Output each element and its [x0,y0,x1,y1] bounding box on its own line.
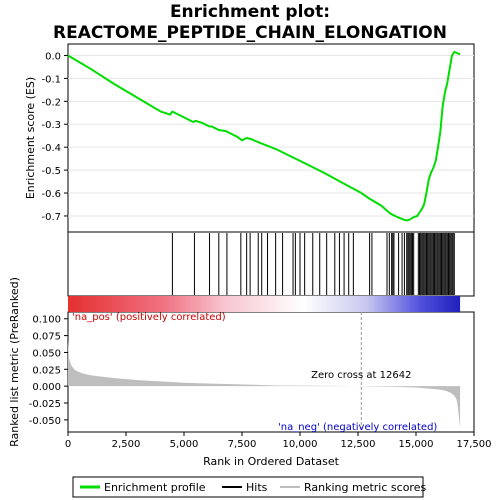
legend-hits-label: Hits [246,481,268,494]
ranking-metric-area [68,340,461,429]
metric-ytick-label: -0.025 [29,399,61,410]
metric-ytick-label: 0.100 [32,315,61,326]
es-panel-frame [67,43,475,233]
xtick-label: 7,500 [228,439,257,450]
metric-ytick-label: 0.075 [32,332,61,343]
hits-panel-frame [67,231,475,297]
pos-correlated-label: 'na_pos' (positively correlated) [72,312,226,323]
xtick-label: 2,500 [112,439,141,450]
es-ytick-label: 0.0 [45,51,61,62]
xtick-label: 17,500 [457,439,492,450]
es-ytick-label: -0.2 [41,97,61,108]
es-ytick-label: -0.3 [41,120,61,131]
rank-color-bar [68,296,461,312]
legend-box [72,476,424,498]
legend-profile-label: Enrichment profile [104,481,206,494]
neg-correlated-label: 'na_neg' (negatively correlated) [278,422,437,433]
es-ytick-label: -0.1 [41,74,61,85]
legend-metric-label: Ranking metric scores [304,481,426,494]
chart-title-line-1: Enrichment plot: [169,2,331,22]
es-ytick-label: -0.6 [41,189,61,200]
xtick-label: 0 [65,439,71,450]
metric-panel-frame [67,311,475,433]
metric-ytick-label: 0.000 [32,382,61,393]
es-ylabel: Enrichment score (ES) [24,77,37,199]
enrichment-profile-line [67,50,461,222]
xtick-label: 12,500 [341,439,376,450]
xtick-label: 10,000 [283,439,318,450]
chart-title-line-2: REACTOME_PEPTIDE_CHAIN_ELONGATION [53,23,447,43]
es-ytick-label: -0.5 [41,166,61,177]
metric-ytick-label: 0.050 [32,348,61,359]
xtick-label: 15,000 [399,439,434,450]
metric-ylabel: Ranked list metric (PreRanked) [8,277,21,447]
es-ytick-label: -0.4 [41,143,61,154]
metric-ytick-label: 0.025 [32,365,61,376]
xtick-label: 5,000 [170,439,199,450]
zero-cross-label: Zero cross at 12642 [311,370,411,381]
es-ytick-label: -0.7 [41,212,61,223]
xlabel: Rank in Ordered Dataset [203,455,340,468]
metric-ytick-label: -0.050 [29,416,61,427]
